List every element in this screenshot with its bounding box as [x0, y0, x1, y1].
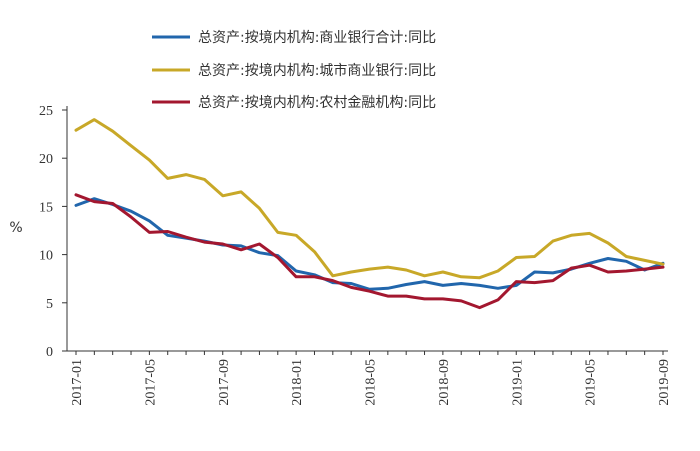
y-axis: 0 5 10 15 20 25 — [39, 104, 68, 360]
legend-item-2: 总资产:按境内机构:城市商业银行:同比 — [152, 62, 436, 79]
series-lines — [74, 118, 665, 310]
y-tick-label: 15 — [39, 200, 53, 215]
x-tick-label: 2018-01 — [290, 359, 305, 406]
legend-item-3: 总资产:按境内机构:农村金融机构:同比 — [152, 95, 436, 111]
x-tick-label: 2019-09 — [657, 359, 672, 406]
x-tick-label: 2019-05 — [584, 359, 599, 406]
y-axis-label: % — [9, 220, 22, 236]
legend-label: 总资产:按境内机构:商业银行合计:同比 — [198, 30, 436, 46]
series-line-1 — [74, 197, 665, 291]
legend-item-1: 总资产:按境内机构:商业银行合计:同比 — [152, 30, 436, 46]
legend: 总资产:按境内机构:商业银行合计:同比总资产:按境内机构:城市商业银行:同比总资… — [152, 30, 436, 111]
x-tick-label: 2018-09 — [437, 359, 452, 406]
series-line-3 — [74, 193, 665, 310]
x-tick-label: 2017-09 — [217, 359, 232, 406]
x-tick-label: 2017-05 — [143, 359, 158, 406]
x-axis: 2017-01 2017-05 2017-09 2018-01 2018-05 2018-… — [67, 350, 672, 406]
series-line-2 — [74, 118, 665, 280]
legend-label: 总资产:按境内机构:城市商业银行:同比 — [198, 62, 436, 79]
y-tick-label: 5 — [46, 297, 53, 312]
y-tick-label: 10 — [39, 249, 53, 264]
y-tick-label: 20 — [39, 152, 53, 167]
x-tick-label: 2017-01 — [70, 359, 85, 406]
y-tick-label: 25 — [39, 104, 53, 119]
legend-label: 总资产:按境内机构:农村金融机构:同比 — [198, 95, 436, 111]
x-tick-label: 2018-05 — [364, 359, 379, 406]
x-tick-label: 2019-01 — [510, 359, 525, 406]
y-tick-label: 0 — [46, 345, 53, 360]
